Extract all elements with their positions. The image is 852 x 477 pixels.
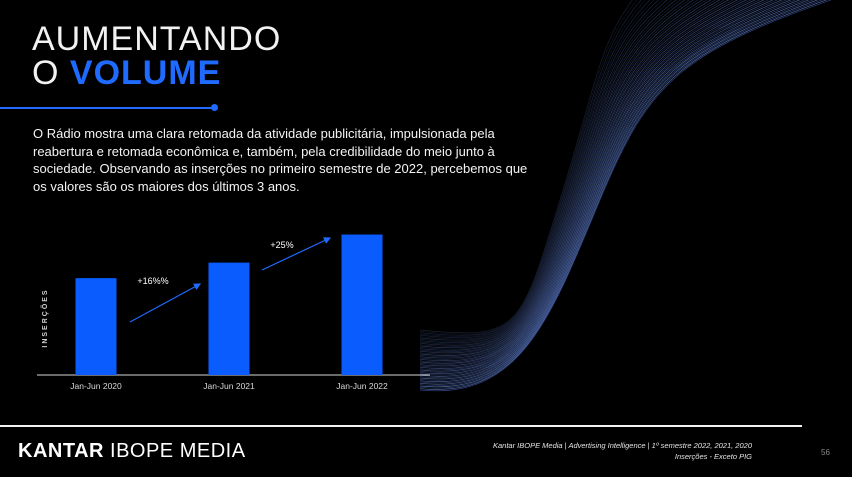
brand-logo: KANTAR IBOPE MEDIA xyxy=(18,440,246,463)
wave-line xyxy=(419,0,725,360)
title-underline xyxy=(0,107,214,109)
title-line-1: AUMENTANDO xyxy=(32,20,282,58)
wave-line xyxy=(419,0,778,376)
title-underline-dot xyxy=(211,104,218,111)
logo-bold-text: KANTAR xyxy=(18,440,104,462)
wave-line xyxy=(419,0,646,337)
wave-line xyxy=(419,0,805,384)
wave-line xyxy=(419,0,787,378)
wave-line xyxy=(419,0,783,377)
wave-line xyxy=(419,0,743,365)
footer-divider xyxy=(0,425,802,427)
wave-line xyxy=(419,0,651,339)
wave-line xyxy=(419,0,796,381)
wave-line xyxy=(419,0,659,341)
wave-line xyxy=(419,0,774,375)
title-line-2-highlight: VOLUME xyxy=(69,54,222,92)
wave-line xyxy=(419,0,792,380)
title-line-2-prefix: O xyxy=(32,54,60,92)
wave-line xyxy=(419,0,761,371)
growth-arrow xyxy=(261,237,332,271)
y-axis-label: INSERÇÕES xyxy=(40,288,49,347)
wave-line xyxy=(419,0,712,356)
source-line-1: Kantar IBOPE Media | Advertising Intelli… xyxy=(492,441,752,450)
x-tick-label: Jan-Jun 2021 xyxy=(203,381,255,391)
wave-line xyxy=(419,0,770,373)
wave-line xyxy=(419,0,832,392)
bar xyxy=(341,234,383,375)
x-tick-label: Jan-Jun 2020 xyxy=(70,381,122,391)
page-title: AUMENTANDO O VOLUME xyxy=(32,22,281,90)
wave-line xyxy=(419,0,765,372)
growth-arrow xyxy=(129,283,202,323)
wave-line xyxy=(419,0,703,354)
wave-line xyxy=(419,0,716,358)
x-tick-label: Jan-Jun 2022 xyxy=(336,381,388,391)
wave-line xyxy=(419,0,642,336)
wave-line xyxy=(419,0,655,340)
growth-label: +16%% xyxy=(137,276,168,286)
growth-label: +25% xyxy=(270,240,293,250)
wave-line xyxy=(419,0,699,352)
bar xyxy=(208,262,250,375)
wave-line xyxy=(419,0,633,334)
wave-line xyxy=(419,0,672,345)
wave-line xyxy=(419,0,752,368)
page-number: 56 xyxy=(821,448,830,457)
bar xyxy=(75,278,117,375)
wave-line xyxy=(419,0,681,347)
wave-line xyxy=(419,0,686,349)
wave-line xyxy=(419,0,677,346)
wave-line xyxy=(419,0,823,389)
wave-line xyxy=(419,0,734,363)
wave-line xyxy=(419,0,668,344)
bar-chart: INSERÇÕES Jan-Jun 2020 Jan-Jun 2021 Jan-Jun… xyxy=(37,234,430,391)
wave-line xyxy=(419,0,638,335)
wave-line xyxy=(419,0,801,382)
wave-line xyxy=(419,0,694,351)
wave-line xyxy=(419,0,664,342)
wave-line xyxy=(419,0,721,359)
wave-line xyxy=(419,0,738,364)
wave-line xyxy=(419,0,708,355)
wave-line xyxy=(419,0,828,390)
wave-line xyxy=(419,0,730,361)
wave-line xyxy=(419,0,756,369)
source-line-2: Inserções - Exceto PIG xyxy=(674,452,752,461)
wave-line xyxy=(419,0,819,388)
logo-rest-text: IBOPE MEDIA xyxy=(110,440,246,462)
intro-paragraph: O Rádio mostra uma clara retomada da ati… xyxy=(33,126,528,194)
wave-line xyxy=(419,0,747,367)
wave-line xyxy=(419,0,690,350)
wave-line xyxy=(419,0,810,385)
source-note: Kantar IBOPE Media | Advertising Intelli… xyxy=(493,440,752,462)
wave-line xyxy=(419,0,814,386)
